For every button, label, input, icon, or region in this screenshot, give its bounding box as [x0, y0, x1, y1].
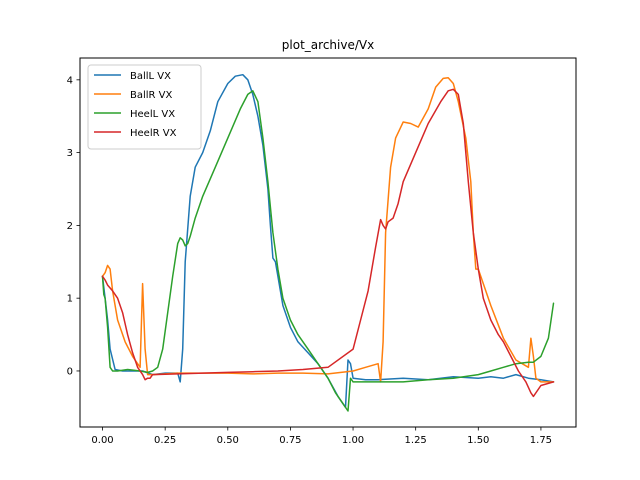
- series-line-3: [101, 90, 555, 412]
- series-line-2: [101, 76, 555, 383]
- x-axis: 0.00 0.25 0.50 0.75 1.00 1.25 1.50 1.75: [91, 427, 552, 446]
- series-line-4: [101, 88, 555, 398]
- legend-label: BallR VX: [130, 90, 173, 101]
- x-tick-label: 0.00: [91, 435, 113, 446]
- x-tick-label: 0.75: [279, 435, 301, 446]
- y-tick-label: 3: [67, 148, 73, 159]
- x-tick-label: 1.50: [467, 435, 489, 446]
- x-tick-label: 1.00: [342, 435, 364, 446]
- x-tick-label: 1.75: [530, 435, 552, 446]
- y-tick-label: 1: [67, 294, 73, 305]
- legend: BallL VX BallR VX HeelL VX HeelR VX: [87, 64, 202, 150]
- y-tick-label: 4: [67, 75, 73, 86]
- plot-area-frame: [79, 57, 577, 428]
- y-tick-label: 0: [67, 366, 73, 377]
- legend-label: HeelR VX: [130, 128, 177, 139]
- legend-label: BallL VX: [130, 71, 171, 82]
- chart-title: plot_archive/Vx: [282, 38, 374, 52]
- x-tick-label: 1.25: [405, 435, 427, 446]
- x-tick-label: 0.25: [154, 435, 176, 446]
- y-axis: 0 1 2 3 4: [67, 75, 80, 377]
- x-tick-label: 0.50: [217, 435, 239, 446]
- legend-box: [87, 64, 202, 150]
- legend-label: HeelL VX: [130, 109, 175, 120]
- y-tick-label: 2: [67, 221, 73, 232]
